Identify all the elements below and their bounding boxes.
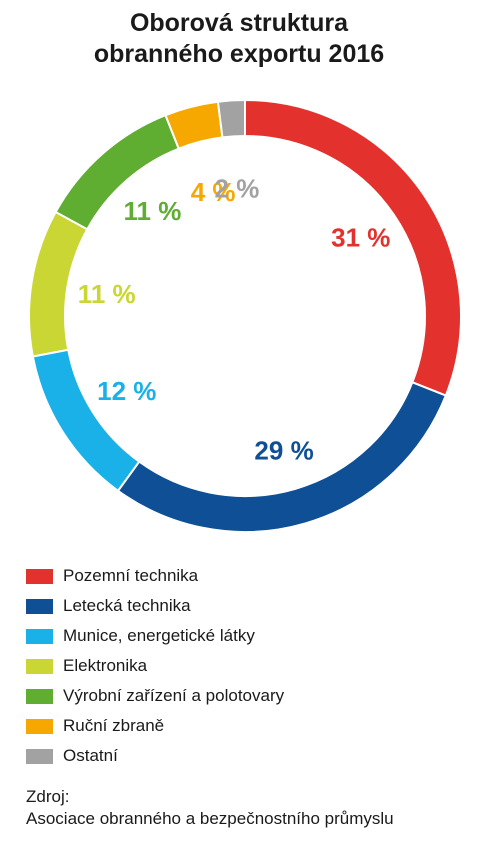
- donut-slices: [28, 98, 462, 533]
- legend-swatch: [26, 569, 53, 584]
- legend-swatch: [26, 689, 53, 704]
- legend-label: Munice, energetické látky: [63, 626, 255, 645]
- legend-label: Letecká technika: [63, 596, 191, 615]
- legend-label: Ruční zbraně: [63, 716, 165, 735]
- slice-munice-energeticke-latky: [31, 348, 141, 493]
- source-label: Zdroj:: [26, 787, 70, 806]
- legend-label: Ostatní: [63, 746, 118, 765]
- legend-swatch: [26, 749, 53, 764]
- donut-slice-labels: 31 % 29 % 12 % 11 % 11 % 4 %2 %: [78, 173, 391, 465]
- slice-label-elektronika: 11 %: [78, 279, 136, 309]
- legend-label: Pozemní technika: [63, 566, 199, 585]
- slice-ostatni: [216, 98, 246, 139]
- legend-swatch: [26, 629, 53, 644]
- legend-label: Výrobní zařízení a polotovary: [63, 686, 285, 705]
- slice-label-munice-energeticke-latky: 12 %: [97, 376, 156, 406]
- chart-title: Oborová struktura obranného exportu 2016: [0, 8, 478, 70]
- source-text: Asociace obranného a bezpečnostního prům…: [26, 809, 394, 828]
- legend-swatch: [26, 599, 53, 614]
- legend-swatch: [26, 659, 53, 674]
- donut-chart: 31 % 29 % 12 % 11 % 11 % 4 %2 %: [28, 98, 462, 533]
- legend-swatch: [26, 719, 53, 734]
- slice-label-pozemni-technika: 31 %: [331, 222, 390, 252]
- source-note: Zdroj: Asociace obranného a bezpečnostní…: [26, 786, 394, 830]
- legend-label: Elektronika: [63, 656, 148, 675]
- slice-label-vyrobni-zarizeni-a-polotovary: 11 %: [124, 196, 182, 226]
- slice-label-letecka-technika: 29 %: [254, 435, 313, 465]
- chart-title-line-1: Oborová struktura: [129, 9, 349, 37]
- slice-label-rucni-zbrane: 4 %: [191, 177, 236, 207]
- slice-label-ostatni: 2 %: [215, 173, 260, 203]
- chart-title-line-2: obranného exportu 2016: [93, 40, 385, 68]
